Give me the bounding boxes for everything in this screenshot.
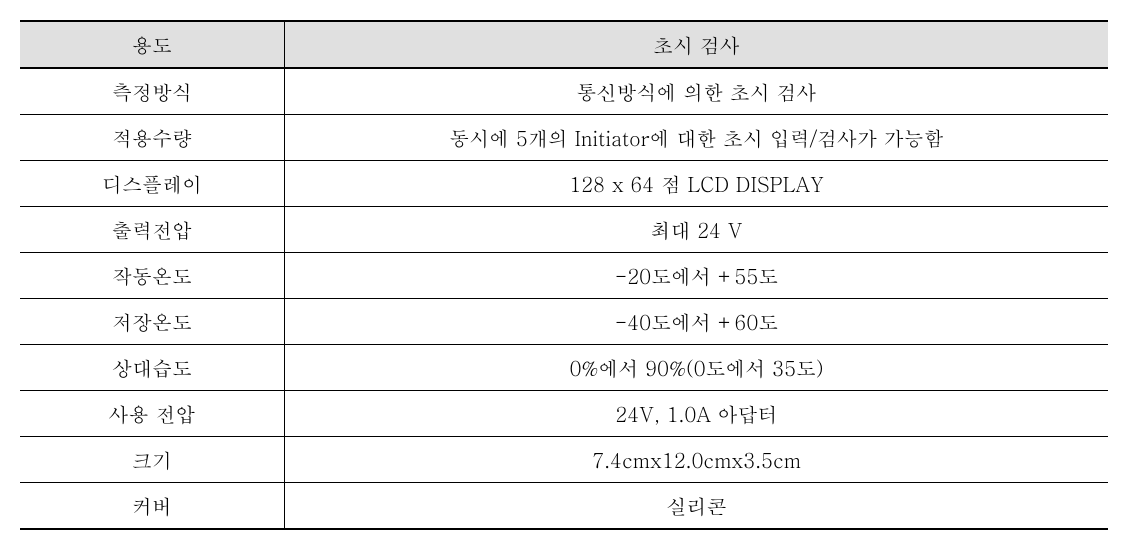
table-row: 디스플레이 128 x 64 점 LCD DISPLAY [20,161,1108,207]
header-row: 용도 초시 검사 [20,21,1108,68]
row-value: 최대 24 V [285,207,1109,253]
row-label: 커버 [20,483,285,530]
table-row: 사용 전압 24V, 1.0A 아답터 [20,391,1108,437]
header-left: 용도 [20,21,285,68]
row-value: 실리콘 [285,483,1109,530]
table-row: 상대습도 0%에서 90%(0도에서 35도) [20,345,1108,391]
row-value: -40도에서 +60도 [285,299,1109,345]
row-label: 상대습도 [20,345,285,391]
row-value: 128 x 64 점 LCD DISPLAY [285,161,1109,207]
row-label: 디스플레이 [20,161,285,207]
row-label: 저장온도 [20,299,285,345]
row-label: 크기 [20,437,285,483]
table-row: 크기 7.4cmx12.0cmx3.5cm [20,437,1108,483]
header-right: 초시 검사 [285,21,1109,68]
row-value: 통신방식에 의한 초시 검사 [285,68,1109,115]
row-value: 동시에 5개의 Initiator에 대한 초시 입력/검사가 가능함 [285,115,1109,161]
row-value: 7.4cmx12.0cmx3.5cm [285,437,1109,483]
table-row: 출력전압 최대 24 V [20,207,1108,253]
row-label: 사용 전압 [20,391,285,437]
row-value: -20도에서 +55도 [285,253,1109,299]
row-label: 측정방식 [20,68,285,115]
table-row: 커버 실리콘 [20,483,1108,530]
table-row: 작동온도 -20도에서 +55도 [20,253,1108,299]
table-body: 측정방식 통신방식에 의한 초시 검사 적용수량 동시에 5개의 Initiat… [20,68,1108,529]
table-row: 저장온도 -40도에서 +60도 [20,299,1108,345]
row-label: 적용수량 [20,115,285,161]
row-label: 작동온도 [20,253,285,299]
spec-table: 용도 초시 검사 측정방식 통신방식에 의한 초시 검사 적용수량 동시에 5개… [20,20,1108,530]
row-value: 0%에서 90%(0도에서 35도) [285,345,1109,391]
table-row: 적용수량 동시에 5개의 Initiator에 대한 초시 입력/검사가 가능함 [20,115,1108,161]
table-row: 측정방식 통신방식에 의한 초시 검사 [20,68,1108,115]
row-value: 24V, 1.0A 아답터 [285,391,1109,437]
row-label: 출력전압 [20,207,285,253]
